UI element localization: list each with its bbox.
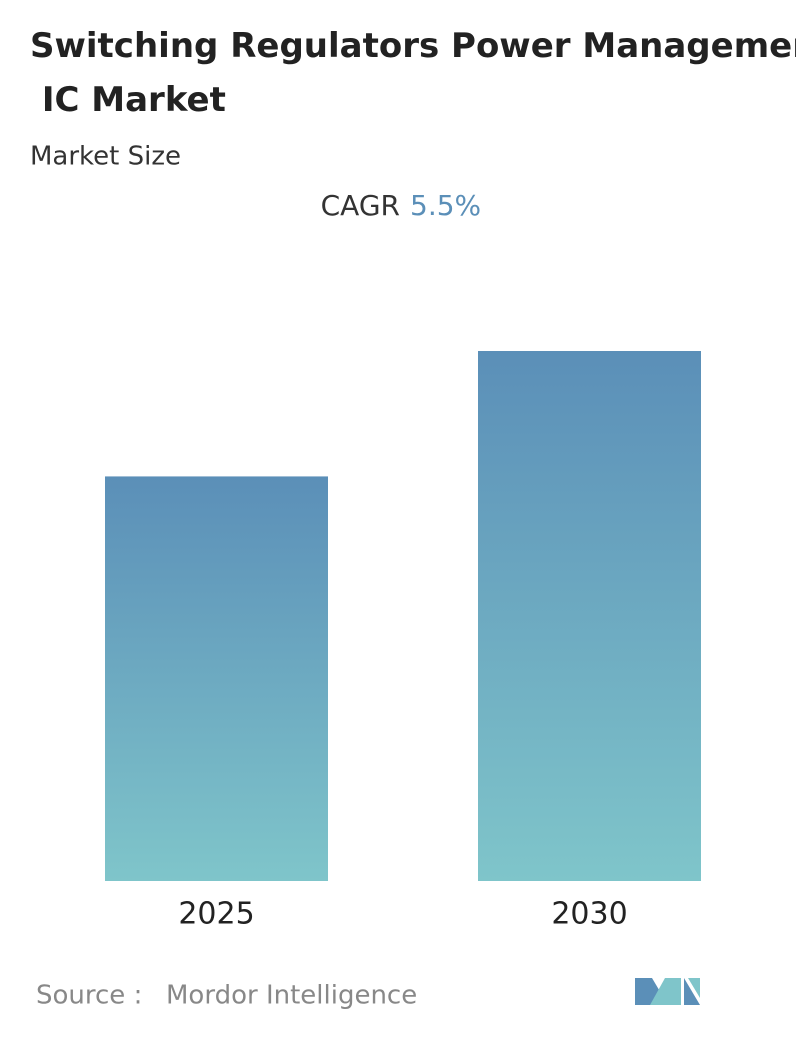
logo: [635, 978, 700, 1005]
x-tick-label: 2025: [178, 897, 254, 932]
x-tick-label: 2030: [551, 897, 627, 932]
source: Mordor Intelligence: [166, 981, 417, 1011]
source-label: Source :: [36, 981, 142, 1011]
cagr-label: CAGR: [321, 189, 400, 222]
chart-title: Switching Regulators Power Management IC…: [30, 26, 796, 120]
bar: [478, 351, 701, 881]
bar: [105, 476, 328, 881]
cagr-value: 5.5%: [410, 189, 481, 222]
chart-subtitle: Market Size: [30, 142, 181, 172]
